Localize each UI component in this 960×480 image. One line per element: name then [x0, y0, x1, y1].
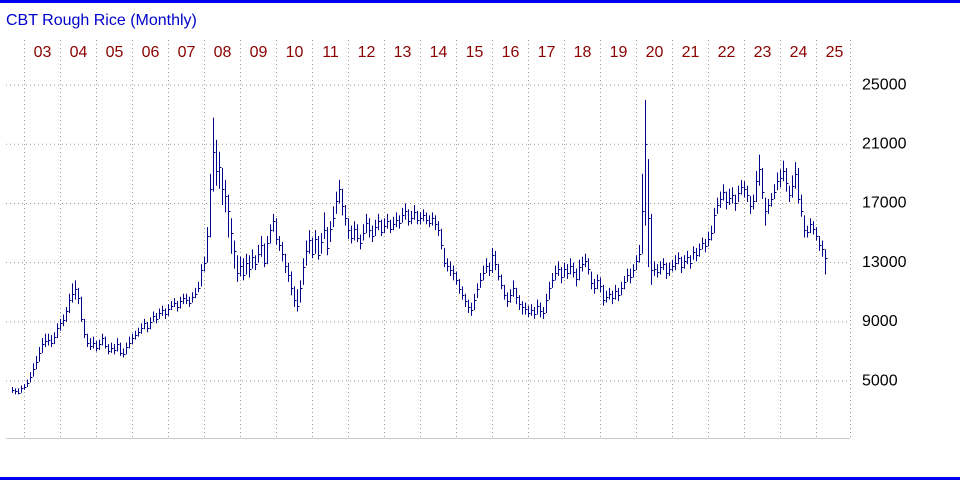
- x-tick-label: 14: [430, 44, 448, 61]
- y-tick-label: 13000: [862, 254, 907, 271]
- x-tick-label: 03: [34, 44, 52, 61]
- chart-title: CBT Rough Rice (Monthly): [6, 12, 197, 29]
- y-tick-label: 5000: [862, 372, 898, 389]
- x-tick-label: 13: [394, 44, 412, 61]
- y-tick-label: 17000: [862, 195, 907, 212]
- x-tick-label: 23: [754, 44, 772, 61]
- x-tick-label: 21: [682, 44, 700, 61]
- x-tick-label: 22: [718, 44, 736, 61]
- x-tick-label: 09: [250, 44, 268, 61]
- y-tick-label: 25000: [862, 76, 907, 93]
- x-tick-label: 10: [286, 44, 304, 61]
- x-tick-label: 25: [826, 44, 844, 61]
- y-tick-label: 9000: [862, 313, 898, 330]
- x-tick-label: 24: [790, 44, 808, 61]
- x-tick-label: 18: [574, 44, 592, 61]
- top-border: [0, 0, 960, 3]
- x-tick-label: 17: [538, 44, 556, 61]
- bottom-border: [0, 477, 960, 480]
- x-tick-label: 20: [646, 44, 664, 61]
- x-tick-label: 19: [610, 44, 628, 61]
- x-tick-label: 08: [214, 44, 232, 61]
- x-tick-label: 06: [142, 44, 160, 61]
- x-tick-label: 05: [106, 44, 124, 61]
- x-tick-label: 07: [178, 44, 196, 61]
- x-tick-label: 16: [502, 44, 520, 61]
- x-tick-label: 11: [322, 44, 339, 61]
- y-tick-label: 21000: [862, 136, 907, 153]
- x-tick-label: 04: [70, 44, 88, 61]
- x-tick-label: 12: [358, 44, 376, 61]
- x-tick-label: 15: [466, 44, 484, 61]
